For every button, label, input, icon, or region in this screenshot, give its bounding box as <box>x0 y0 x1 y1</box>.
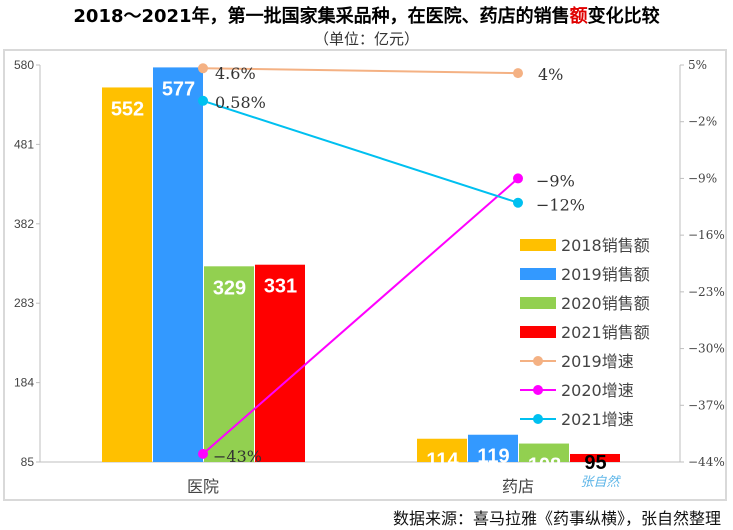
right-tick-label: −37% <box>688 398 725 412</box>
line-2019增速 <box>202 67 519 75</box>
right-tick-label: 5% <box>688 58 707 72</box>
category-label: 药店 <box>502 477 534 496</box>
right-tick-label: −9% <box>688 171 717 185</box>
bar-value-label: 95 <box>584 452 606 474</box>
line-value-label: 0.58% <box>215 93 266 112</box>
line-value-label: −9% <box>536 171 575 190</box>
line-2021增速 <box>202 99 519 204</box>
chart-subtitle: （单位：亿元） <box>313 30 419 48</box>
line-2020增速 <box>202 177 519 455</box>
right-tick-label: −44% <box>688 455 725 469</box>
line-point <box>513 197 523 208</box>
bar-value-label: 108 <box>528 455 561 477</box>
line-point <box>198 95 208 106</box>
legend-swatch <box>520 326 556 338</box>
left-tick-label: 283 <box>14 296 34 310</box>
line-value-label: −43% <box>213 447 262 466</box>
bar-2018销售额 <box>102 87 152 462</box>
bar-2019销售额 <box>153 67 203 462</box>
legend-marker <box>533 356 543 366</box>
legend-label: 2020销售额 <box>561 294 650 313</box>
bar-value-label: 119 <box>477 446 509 468</box>
bar-2019销售额 <box>468 434 518 462</box>
title-text: 2018～2021年，第一批国家集采品种，在医院、药店的销售 <box>73 6 570 27</box>
legend-label: 2019增速 <box>561 352 634 371</box>
category-label: 医院 <box>187 477 219 496</box>
chart-title: 2018～2021年，第一批国家集采品种，在医院、药店的销售额变化比较 <box>0 2 733 28</box>
legend-swatch <box>520 268 556 280</box>
right-tick-label: −2% <box>688 115 717 129</box>
legend-swatch <box>520 297 556 309</box>
legend-label: 2021销售额 <box>561 323 650 342</box>
left-tick-label: 580 <box>14 58 34 72</box>
source-note: 数据来源：喜马拉雅《药事纵横》，张自然整理 <box>392 509 721 528</box>
legend-swatch <box>520 239 556 251</box>
line-value-label: 4.6% <box>215 64 256 83</box>
bar-value-label: 114 <box>426 450 459 472</box>
left-tick-label: 382 <box>14 217 34 231</box>
bar-value-label: 331 <box>264 276 297 298</box>
bar-2021销售额 <box>570 453 620 462</box>
chart-border <box>3 49 727 501</box>
watermark: 张自然 <box>580 474 621 490</box>
right-tick-label: −30% <box>688 342 725 356</box>
line-point <box>198 448 208 459</box>
left-tick-label: 184 <box>14 376 34 390</box>
bar-2021销售额 <box>255 264 305 462</box>
bar-2018销售额 <box>417 438 467 462</box>
legend-label: 2021增速 <box>561 410 634 429</box>
bar-2020销售额 <box>204 266 254 462</box>
line-value-label: 4% <box>538 65 563 84</box>
line-point <box>513 173 523 184</box>
left-tick-label: 85 <box>21 455 35 469</box>
legend-marker <box>533 414 543 424</box>
right-tick-label: −23% <box>688 285 725 299</box>
legend-label: 2019销售额 <box>561 265 650 284</box>
legend-marker <box>533 385 543 395</box>
left-tick-label: 481 <box>14 137 34 151</box>
bar-value-label: 329 <box>213 277 246 299</box>
legend-label: 2020增速 <box>561 381 634 400</box>
title-highlight: 额 <box>569 6 588 27</box>
bar-2020销售额 <box>519 443 569 462</box>
title-text-end: 变化比较 <box>587 6 660 27</box>
legend-label: 2018销售额 <box>561 236 650 255</box>
line-value-label: −12% <box>536 196 585 215</box>
line-point <box>198 63 208 74</box>
bar-value-label: 577 <box>162 78 195 100</box>
bar-value-label: 552 <box>111 98 144 120</box>
right-tick-label: −16% <box>688 228 725 242</box>
line-point <box>513 68 523 79</box>
